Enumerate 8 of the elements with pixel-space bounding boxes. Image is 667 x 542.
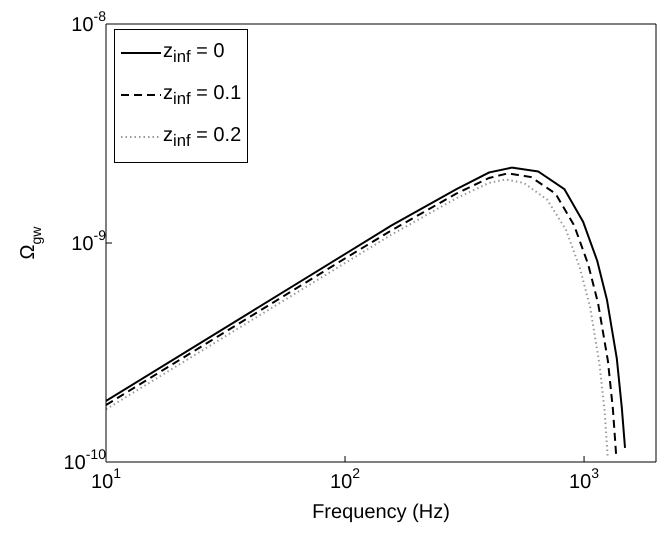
legend-label: z$_{inf}$ = 0.1: [163, 82, 242, 108]
y-tick-label: 10$^{-9}$: [71, 227, 106, 255]
x-axis-title: Frequency (Hz): [312, 501, 450, 523]
legend-label: z$_{inf}$ = 0.2: [163, 124, 242, 150]
legend-label: z$_{inf}$ = 0: [163, 40, 225, 66]
x-tick-label: 10$^{2}$: [330, 465, 360, 493]
y-tick-label: 10$^{-8}$: [71, 8, 106, 36]
x-tick-label: 10$^{3}$: [569, 465, 600, 493]
